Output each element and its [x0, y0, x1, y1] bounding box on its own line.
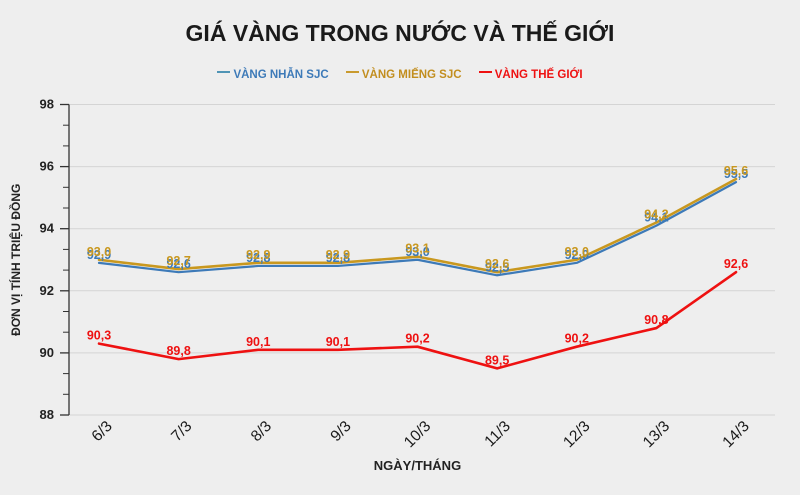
svg-text:13/3: 13/3 — [640, 418, 673, 451]
svg-text:90,2: 90,2 — [405, 332, 429, 346]
svg-text:94,2: 94,2 — [644, 207, 668, 221]
svg-text:11/3: 11/3 — [481, 418, 514, 451]
svg-text:12/3: 12/3 — [560, 418, 593, 451]
svg-text:10/3: 10/3 — [401, 418, 434, 451]
svg-text:92,9: 92,9 — [246, 248, 270, 262]
svg-text:90,1: 90,1 — [326, 335, 350, 349]
svg-text:92,6: 92,6 — [485, 257, 509, 271]
svg-text:92,7: 92,7 — [166, 254, 190, 268]
svg-text:98: 98 — [40, 97, 54, 112]
svg-text:90,8: 90,8 — [644, 313, 668, 327]
svg-text:88: 88 — [40, 407, 54, 422]
svg-text:90,3: 90,3 — [87, 329, 111, 343]
svg-text:93,0: 93,0 — [565, 245, 589, 259]
svg-text:14/3: 14/3 — [719, 418, 752, 451]
svg-text:94: 94 — [40, 221, 55, 236]
svg-text:96: 96 — [40, 159, 54, 174]
svg-text:90: 90 — [40, 345, 54, 360]
svg-text:92,9: 92,9 — [326, 248, 350, 262]
svg-text:89,5: 89,5 — [485, 353, 509, 367]
svg-text:93,1: 93,1 — [405, 242, 429, 256]
svg-text:7/3: 7/3 — [168, 418, 195, 445]
svg-text:ĐƠN VỊ TÍNH TRIỆU ĐỒNG: ĐƠN VỊ TÍNH TRIỆU ĐỒNG — [8, 184, 23, 336]
svg-text:95,6: 95,6 — [724, 164, 748, 178]
svg-text:9/3: 9/3 — [327, 418, 354, 445]
svg-text:93,0: 93,0 — [87, 245, 111, 259]
svg-text:8/3: 8/3 — [248, 418, 275, 445]
svg-text:92,6: 92,6 — [724, 257, 748, 271]
svg-text:6/3: 6/3 — [89, 418, 116, 445]
svg-text:92: 92 — [40, 283, 54, 298]
svg-text:90,2: 90,2 — [565, 332, 589, 346]
svg-text:90,1: 90,1 — [246, 335, 270, 349]
svg-text:89,8: 89,8 — [166, 344, 190, 358]
svg-text:NGÀY/THÁNG: NGÀY/THÁNG — [374, 458, 461, 473]
